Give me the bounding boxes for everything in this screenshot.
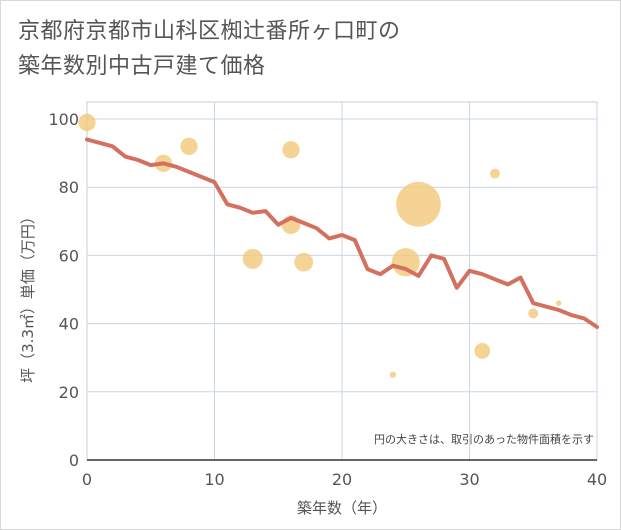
- y-tick-labels: 0 20 40 60 80 100: [48, 110, 79, 470]
- data-bubble: [389, 371, 397, 378]
- grid-lines: [87, 102, 598, 460]
- x-tick-label: 20: [332, 470, 352, 489]
- y-tick-label: 0: [69, 451, 79, 470]
- y-tick-label: 80: [59, 178, 79, 197]
- y-tick-label: 20: [59, 383, 79, 402]
- chart-title-line2: 築年数別中古戸建て価格: [18, 54, 266, 79]
- data-bubble: [294, 252, 314, 272]
- trend-line: [85, 137, 599, 329]
- data-bubble: [528, 308, 539, 319]
- y-tick-label: 40: [59, 315, 79, 334]
- x-tick-label: 0: [82, 470, 92, 489]
- x-tick-label: 40: [587, 470, 607, 489]
- data-bubble: [556, 300, 562, 306]
- chart-title-line1: 京都府京都市山科区椥辻番所ヶ口町の: [18, 19, 401, 44]
- chart-title: 京都府京都市山科区椥辻番所ヶ口町の 築年数別中古戸建て価格: [18, 14, 401, 84]
- x-tick-label: 30: [459, 470, 479, 489]
- data-bubble: [180, 137, 198, 155]
- data-bubble: [396, 181, 441, 227]
- bubble-size-note: 円の大きさは、取引のあった物件面積を示す: [374, 432, 594, 446]
- data-bubble: [242, 248, 263, 269]
- x-tick-label: 10: [204, 470, 224, 489]
- data-bubble: [391, 248, 420, 277]
- data-bubble: [282, 141, 300, 159]
- x-tick-labels: 0 10 20 30 40: [82, 470, 607, 489]
- bubble-series: [78, 113, 562, 378]
- y-tick-label: 60: [59, 246, 79, 265]
- y-axis-label: 坪（3.3㎡）単価（万円）: [19, 209, 37, 383]
- data-bubble: [490, 168, 500, 179]
- data-bubble: [474, 342, 491, 359]
- y-tick-label: 100: [48, 110, 79, 129]
- data-bubble: [78, 113, 96, 132]
- x-axis-label: 築年数（年）: [297, 499, 387, 517]
